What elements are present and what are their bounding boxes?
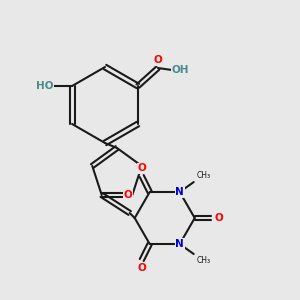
Text: O: O [154,55,162,65]
Text: OH: OH [171,65,189,75]
Text: O: O [137,163,146,173]
Text: CH₃: CH₃ [197,256,211,265]
Text: HO: HO [36,81,54,91]
Text: O: O [124,190,133,200]
Text: O: O [137,263,146,273]
Text: N: N [175,187,184,197]
Text: CH₃: CH₃ [197,171,211,180]
Text: O: O [214,213,223,223]
Text: N: N [175,239,184,249]
